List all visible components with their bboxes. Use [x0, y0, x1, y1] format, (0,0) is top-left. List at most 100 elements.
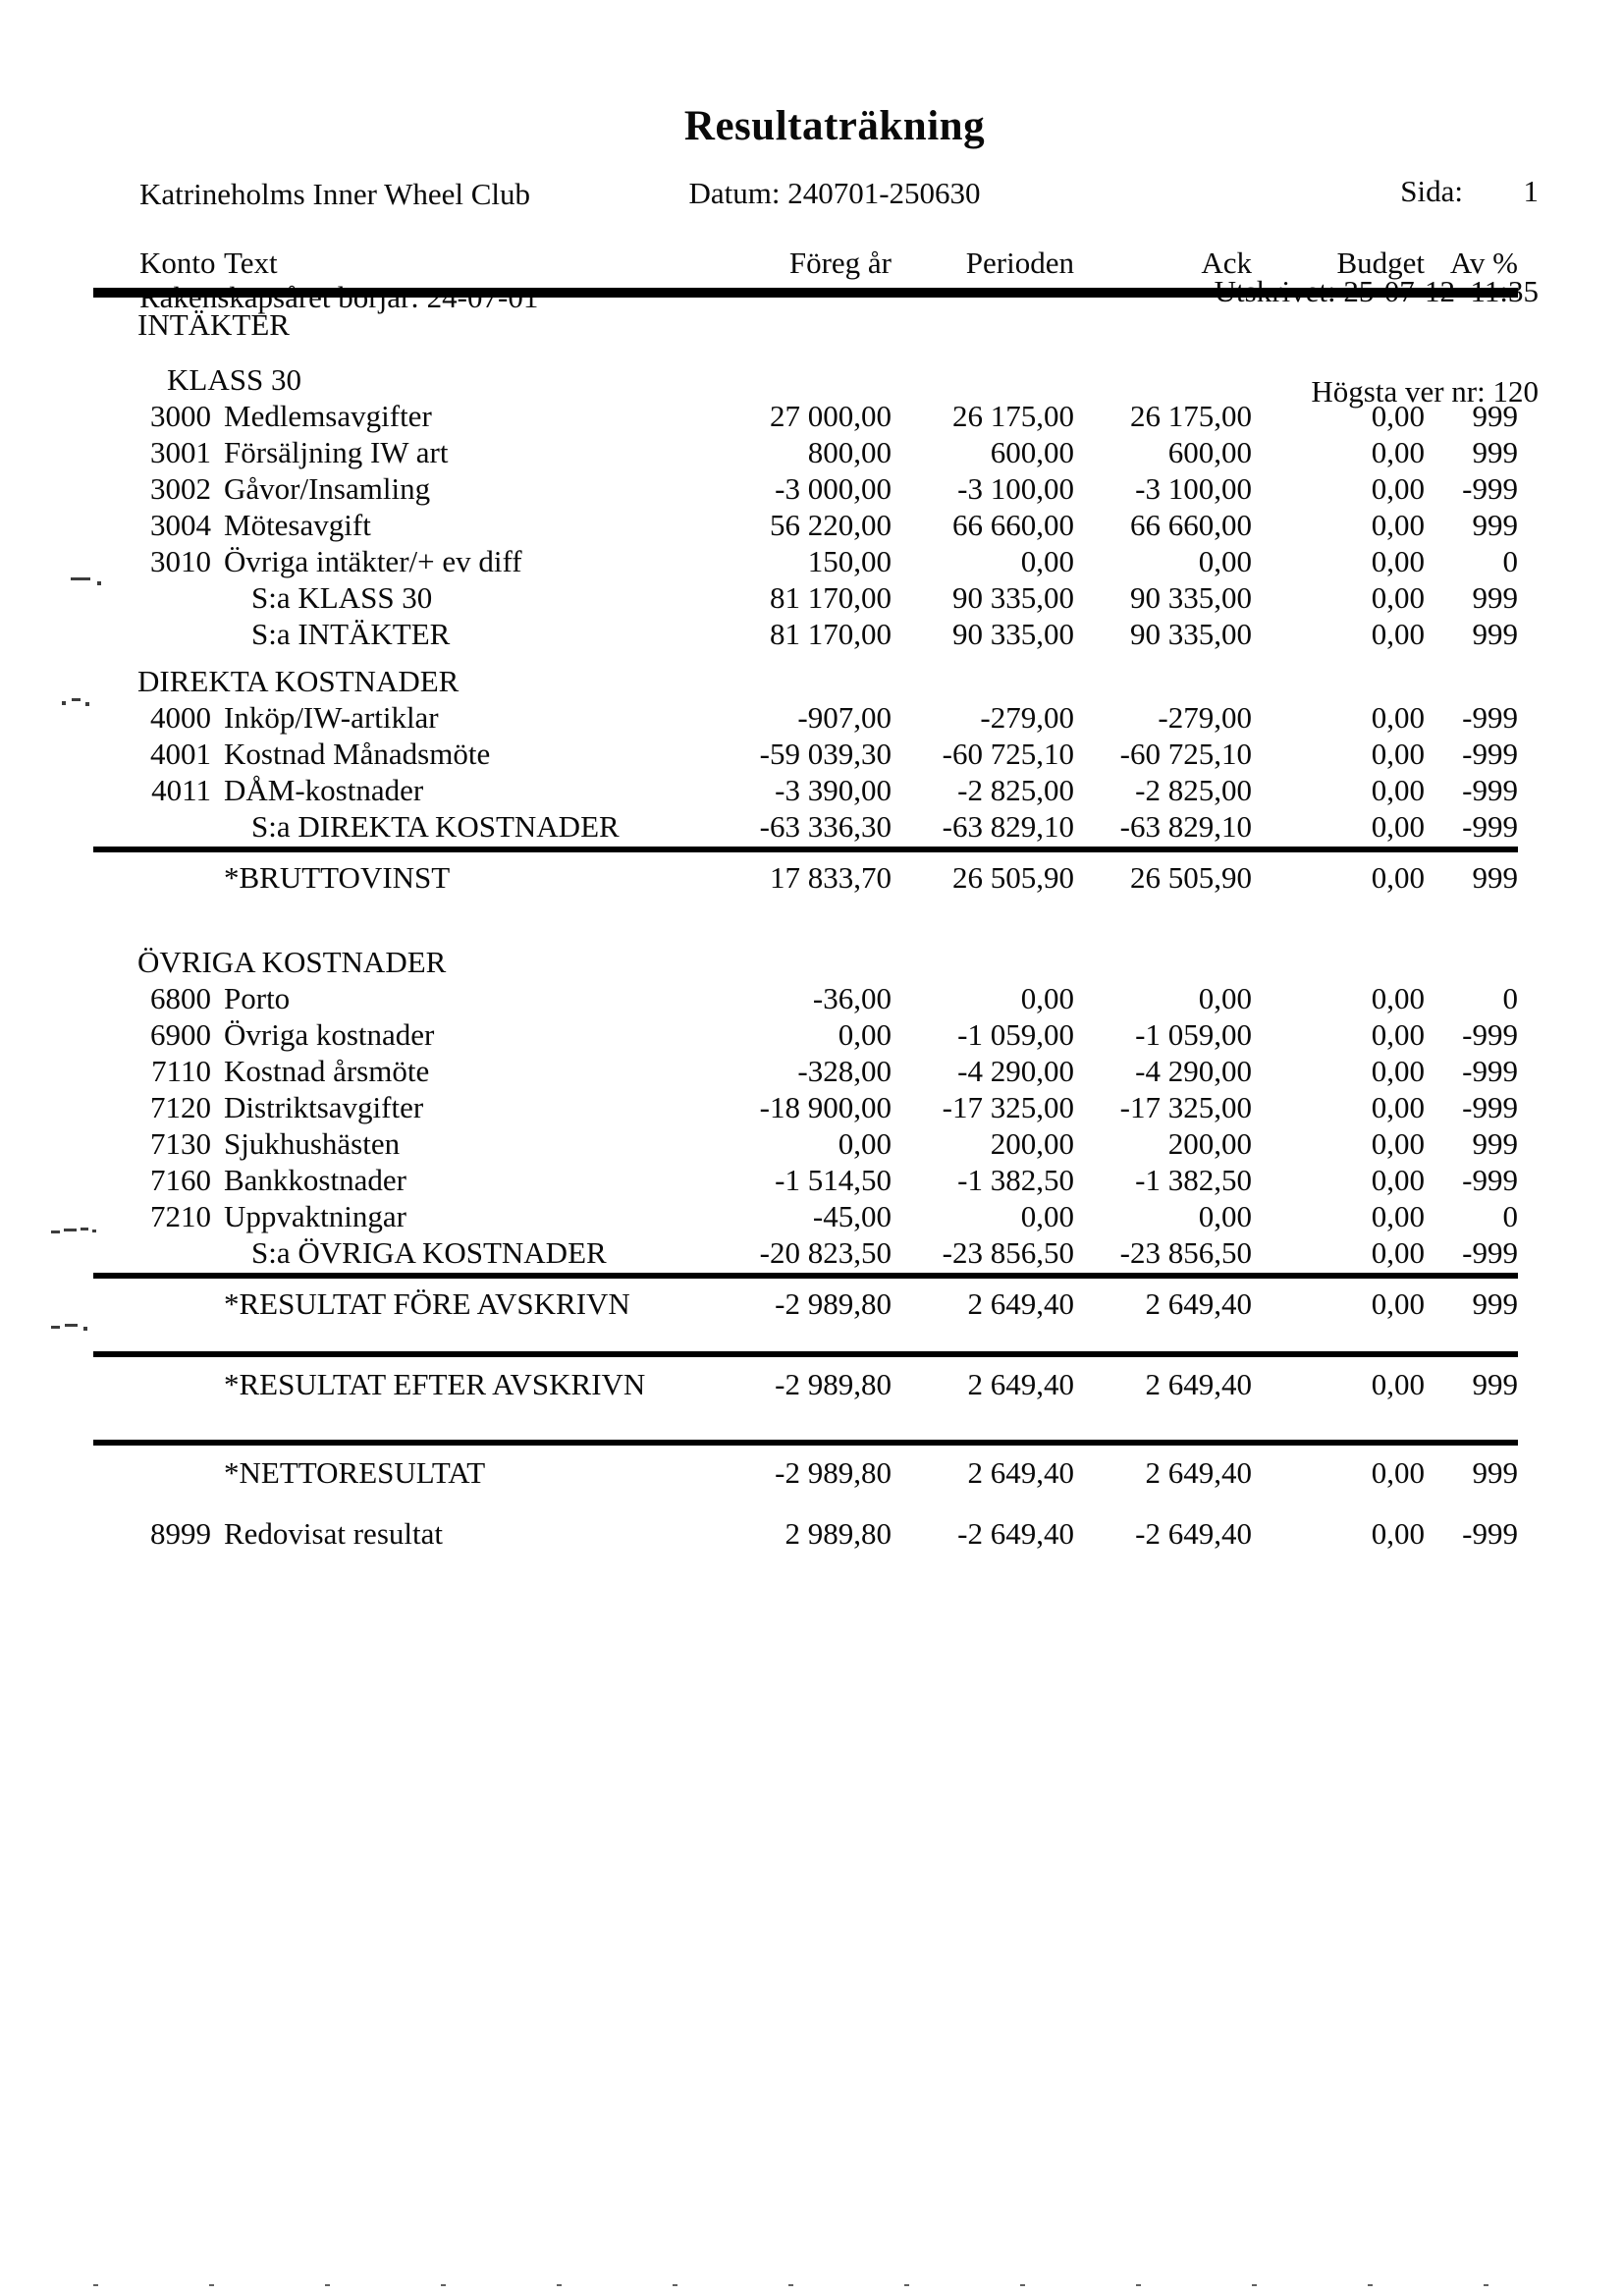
table-rows: INTÄKTER KLASS 30 3000 Medlemsavgifter 27 00…	[93, 307, 1518, 1552]
table-row-row-3004: 3004 Mötesavgift 56 220,00 66 660,00 66 660,…	[93, 508, 1518, 543]
cell-perioden: 0,00	[1020, 544, 1074, 578]
table-row-row-3001: 3001 Försäljning IW art 800,00 600,00 600,00…	[93, 435, 1518, 470]
cell-av: 999	[1472, 860, 1519, 895]
cell-konto	[93, 1235, 211, 1271]
scan-artifact	[97, 581, 101, 585]
cell-perioden: 2 649,40	[967, 1455, 1075, 1490]
cell-perioden	[892, 307, 1074, 343]
scan-artifact	[64, 1229, 77, 1231]
cell-foreg: 800,00	[807, 435, 892, 469]
table-row-row-7120: 7120 Distriktsavgifter -18 900,00 -17 325,0…	[93, 1090, 1518, 1125]
table-row-row-3010: 3010 Övriga intäkter/+ ev diff 150,00 0,00 0…	[93, 544, 1518, 579]
cell-budget: 0,00	[1371, 544, 1425, 578]
table-row-row-7160: 7160 Bankkostnader -1 514,50 -1 382,50 -1 38…	[93, 1163, 1518, 1198]
cell-konto	[93, 1455, 211, 1491]
table-header-row: Konto Text Föreg år Perioden Ack Budget …	[93, 246, 1518, 281]
cell-budget: 0,00	[1371, 1090, 1425, 1124]
cell-foreg: -18 900,00	[759, 1090, 892, 1124]
table-row-bruttovinst: *BRUTTOVINST 17 833,70 26 505,90 26 505,90 0…	[93, 860, 1518, 896]
cell-budget: 0,00	[1371, 737, 1425, 771]
cell-konto: 7120	[150, 1090, 211, 1124]
cell-foreg	[695, 945, 892, 980]
column-header-budget: Budget	[1336, 246, 1425, 280]
cell-konto	[93, 860, 211, 896]
table-row-row-4000: 4000 Inköp/IW-artiklar -907,00 -279,00 -279,…	[93, 700, 1518, 736]
cell-konto: 3001	[150, 435, 211, 469]
cell-foreg: 56 220,00	[770, 508, 892, 542]
cell-text: Kostnad årsmöte	[224, 1054, 430, 1088]
cell-perioden: 0,00	[1020, 981, 1074, 1015]
cell-ack: -60 725,10	[1119, 737, 1252, 771]
cell-konto	[93, 1286, 211, 1322]
cell-konto: 3004	[150, 508, 211, 542]
cell-budget: 0,00	[1371, 435, 1425, 469]
cell-konto: 7110	[151, 1054, 211, 1088]
cell-perioden: 90 335,00	[952, 580, 1074, 615]
cell-budget	[1252, 362, 1425, 398]
cell-text: Gåvor/Insamling	[224, 471, 431, 506]
cell-foreg: -2 989,80	[775, 1455, 892, 1490]
cell-budget: 0,00	[1371, 1199, 1425, 1233]
cell-text: Bankkostnader	[224, 1163, 406, 1197]
scan-artifact	[81, 1228, 88, 1230]
cell-text: Övriga kostnader	[224, 1017, 435, 1052]
bottom-dotted-line	[93, 2284, 1535, 2286]
cell-foreg: 81 170,00	[770, 617, 892, 651]
cell-ack: -3 100,00	[1135, 471, 1252, 506]
scan-artifact	[51, 1230, 60, 1233]
cell-foreg: -907,00	[797, 700, 892, 735]
table-row-intakter: INTÄKTER	[93, 307, 1518, 343]
cell-av: -999	[1462, 737, 1518, 771]
section-rule	[93, 1351, 1518, 1357]
cell-av: 999	[1472, 1367, 1519, 1401]
cell-ack	[1074, 945, 1252, 980]
column-header-perioden: Perioden	[965, 246, 1074, 280]
cell-ack: -4 290,00	[1135, 1054, 1252, 1088]
table-row-row-6800: 6800 Porto -36,00 0,00 0,00 0,00 0	[93, 981, 1518, 1016]
cell-av: -999	[1462, 1017, 1518, 1052]
scan-artifact	[72, 698, 81, 701]
highest-verification-number: Högsta ver nr: 120	[1311, 374, 1539, 409]
cell-foreg: -63 336,30	[759, 809, 892, 844]
cell-perioden: -4 290,00	[957, 1054, 1074, 1088]
cell-foreg: -2 989,80	[775, 1367, 892, 1401]
cell-av	[1425, 307, 1518, 343]
cell-konto	[93, 664, 137, 699]
cell-ack: 2 649,40	[1145, 1367, 1253, 1401]
cell-foreg: -20 823,50	[759, 1235, 892, 1270]
cell-foreg: 27 000,00	[770, 399, 892, 433]
table-row-resultat-efter: *RESULTAT EFTER AVSKRIVN -2 989,80 2 649,4…	[93, 1367, 1518, 1402]
cell-ack: -17 325,00	[1119, 1090, 1252, 1124]
table-row-redovisat: 8999 Redovisat resultat 2 989,80 -2 649,40 -…	[93, 1516, 1518, 1552]
cell-perioden: -23 856,50	[942, 1235, 1074, 1270]
section-rule	[93, 847, 1518, 852]
section-rule	[93, 1440, 1518, 1446]
cell-foreg: -2 989,80	[775, 1286, 892, 1321]
cell-konto: 4000	[150, 700, 211, 735]
cell-perioden: -1 059,00	[957, 1017, 1074, 1052]
cell-budget: 0,00	[1371, 809, 1425, 844]
cell-budget: 0,00	[1371, 981, 1425, 1015]
cell-perioden	[892, 664, 1074, 699]
cell-av: -999	[1462, 773, 1518, 807]
cell-av: -999	[1462, 1235, 1518, 1270]
cell-budget: 0,00	[1371, 508, 1425, 542]
scan-artifact	[85, 702, 89, 706]
cell-konto: 3010	[150, 544, 211, 578]
cell-av: -999	[1462, 700, 1518, 735]
cell-foreg	[695, 307, 892, 343]
cell-budget: 0,00	[1371, 1286, 1425, 1321]
cell-text: ÖVRIGA KOSTNADER	[137, 945, 447, 979]
cell-text: DIREKTA KOSTNADER	[137, 664, 460, 698]
cell-av: 0	[1502, 981, 1519, 1015]
report-table: Konto Text Föreg år Perioden Ack Budget …	[93, 246, 1518, 1552]
cell-konto: 6800	[150, 981, 211, 1015]
cell-perioden	[892, 945, 1074, 980]
cell-av: 999	[1472, 435, 1519, 469]
page-number: 1	[1523, 174, 1540, 208]
cell-foreg: 0,00	[838, 1126, 892, 1161]
cell-budget: 0,00	[1371, 1163, 1425, 1197]
cell-ack: 0,00	[1198, 1199, 1252, 1233]
cell-perioden: -279,00	[980, 700, 1074, 735]
cell-ack: 2 649,40	[1145, 1455, 1253, 1490]
